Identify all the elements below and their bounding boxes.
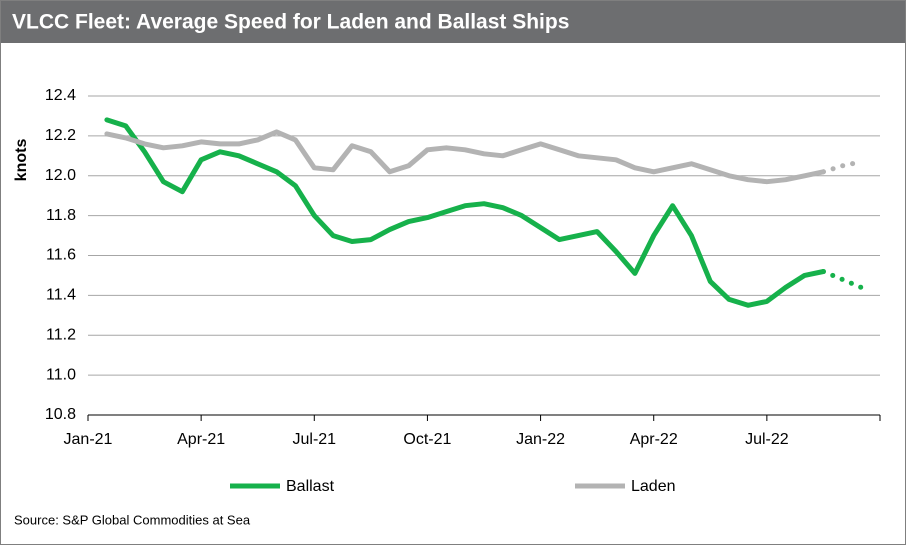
x-tick-label: Jan-22	[516, 431, 565, 448]
y-tick-label: 12.2	[45, 127, 76, 144]
y-tick-label: 11.8	[46, 207, 76, 224]
x-tick-label: Apr-21	[177, 431, 225, 448]
line-series	[104, 117, 826, 308]
legend-label: Laden	[631, 478, 676, 495]
x-tick-label: Jul-21	[292, 431, 336, 448]
line-series	[104, 129, 826, 185]
y-axis-title: knots	[13, 139, 30, 182]
x-tick-label: Jul-22	[745, 431, 789, 448]
chart-title: VLCC Fleet: Average Speed for Laden and …	[12, 11, 569, 34]
y-tick-label: 11.4	[46, 287, 76, 304]
x-tick-label: Jan-21	[64, 431, 113, 448]
title-band	[1, 1, 905, 43]
y-tick-label: 11.0	[46, 366, 76, 383]
y-tick-label: 11.2	[46, 326, 76, 343]
line-projection	[820, 159, 864, 175]
y-tick-label: 11.6	[46, 247, 76, 264]
y-tick-label: 12.0	[45, 167, 76, 184]
x-tick-label: Oct-21	[403, 431, 451, 448]
legend-label: Ballast	[286, 478, 335, 495]
y-tick-label: 12.4	[45, 87, 76, 104]
y-tick-label: 10.8	[45, 406, 76, 423]
source: Source: S&P Global Commodities at Sea	[14, 512, 251, 527]
line-projection	[820, 269, 864, 290]
x-tick-label: Apr-22	[630, 431, 678, 448]
